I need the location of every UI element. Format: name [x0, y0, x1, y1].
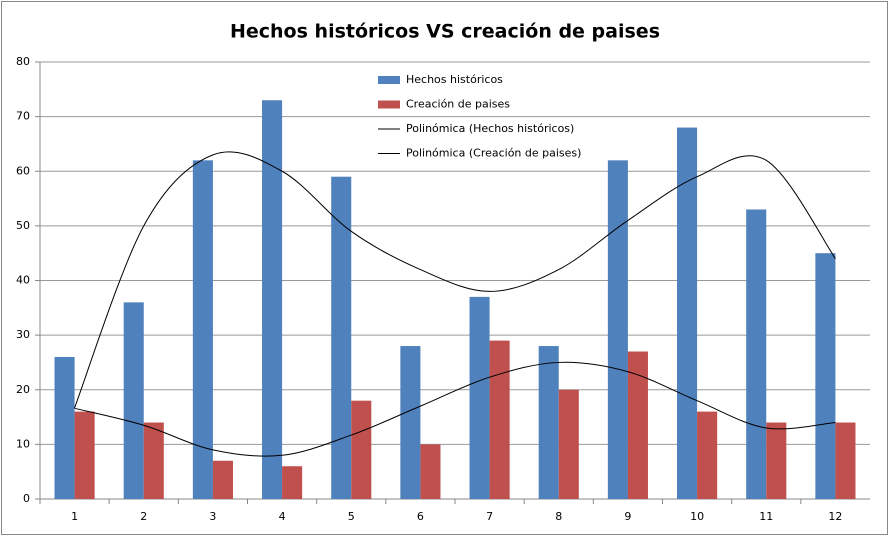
- bar: [74, 411, 95, 499]
- x-tick-label: 1: [71, 510, 78, 523]
- legend-label: Creación de paises: [406, 98, 510, 111]
- x-tick-label: 9: [624, 510, 631, 523]
- bar: [331, 176, 352, 499]
- x-tick-label: 2: [140, 510, 147, 523]
- x-tick-label: 11: [759, 510, 773, 523]
- y-tick-label: 30: [16, 328, 30, 341]
- bar: [815, 253, 836, 499]
- bar: [123, 302, 144, 499]
- y-tick-label: 60: [16, 164, 30, 177]
- bar: [697, 411, 718, 499]
- legend-swatch: [378, 100, 400, 109]
- legend-label: Polinómica (Hechos históricos): [406, 122, 574, 135]
- bar: [262, 100, 283, 500]
- bar: [469, 296, 490, 499]
- bar: [212, 460, 233, 499]
- bar: [558, 389, 579, 499]
- x-tick-label: 12: [828, 510, 842, 523]
- y-tick-label: 80: [16, 55, 30, 68]
- legend-label: Hechos históricos: [406, 73, 503, 86]
- bar: [192, 160, 213, 499]
- bar: [489, 340, 510, 499]
- trend-line: [74, 151, 836, 408]
- bar: [677, 127, 698, 500]
- bar: [538, 346, 559, 499]
- x-tick-label: 7: [486, 510, 493, 523]
- legend-label: Polinómica (Creación de paises): [406, 147, 581, 160]
- bar: [766, 422, 787, 499]
- bar: [607, 160, 628, 499]
- y-tick-label: 0: [23, 492, 30, 505]
- trend-line: [74, 361, 836, 457]
- x-tick-label: 6: [417, 510, 424, 523]
- bar: [143, 422, 164, 499]
- bar: [54, 356, 75, 499]
- bar: [420, 444, 441, 499]
- bar: [835, 422, 856, 499]
- x-tick-label: 5: [348, 510, 355, 523]
- legend-swatch: [378, 76, 400, 84]
- bar: [627, 351, 648, 499]
- x-tick-label: 8: [555, 510, 562, 523]
- bar: [351, 400, 372, 499]
- y-tick-label: 20: [16, 383, 30, 396]
- bar: [282, 466, 303, 499]
- chart-title: Hechos históricos VS creación de paises: [230, 21, 660, 43]
- y-tick-label: 40: [16, 274, 30, 287]
- y-tick-label: 70: [16, 110, 30, 123]
- x-tick-label: 4: [279, 510, 286, 523]
- x-tick-label: 10: [690, 510, 704, 523]
- bar: [400, 346, 421, 499]
- x-tick-label: 3: [209, 510, 216, 523]
- y-tick-label: 50: [16, 219, 30, 232]
- bar: [746, 209, 767, 500]
- y-tick-label: 10: [16, 437, 30, 450]
